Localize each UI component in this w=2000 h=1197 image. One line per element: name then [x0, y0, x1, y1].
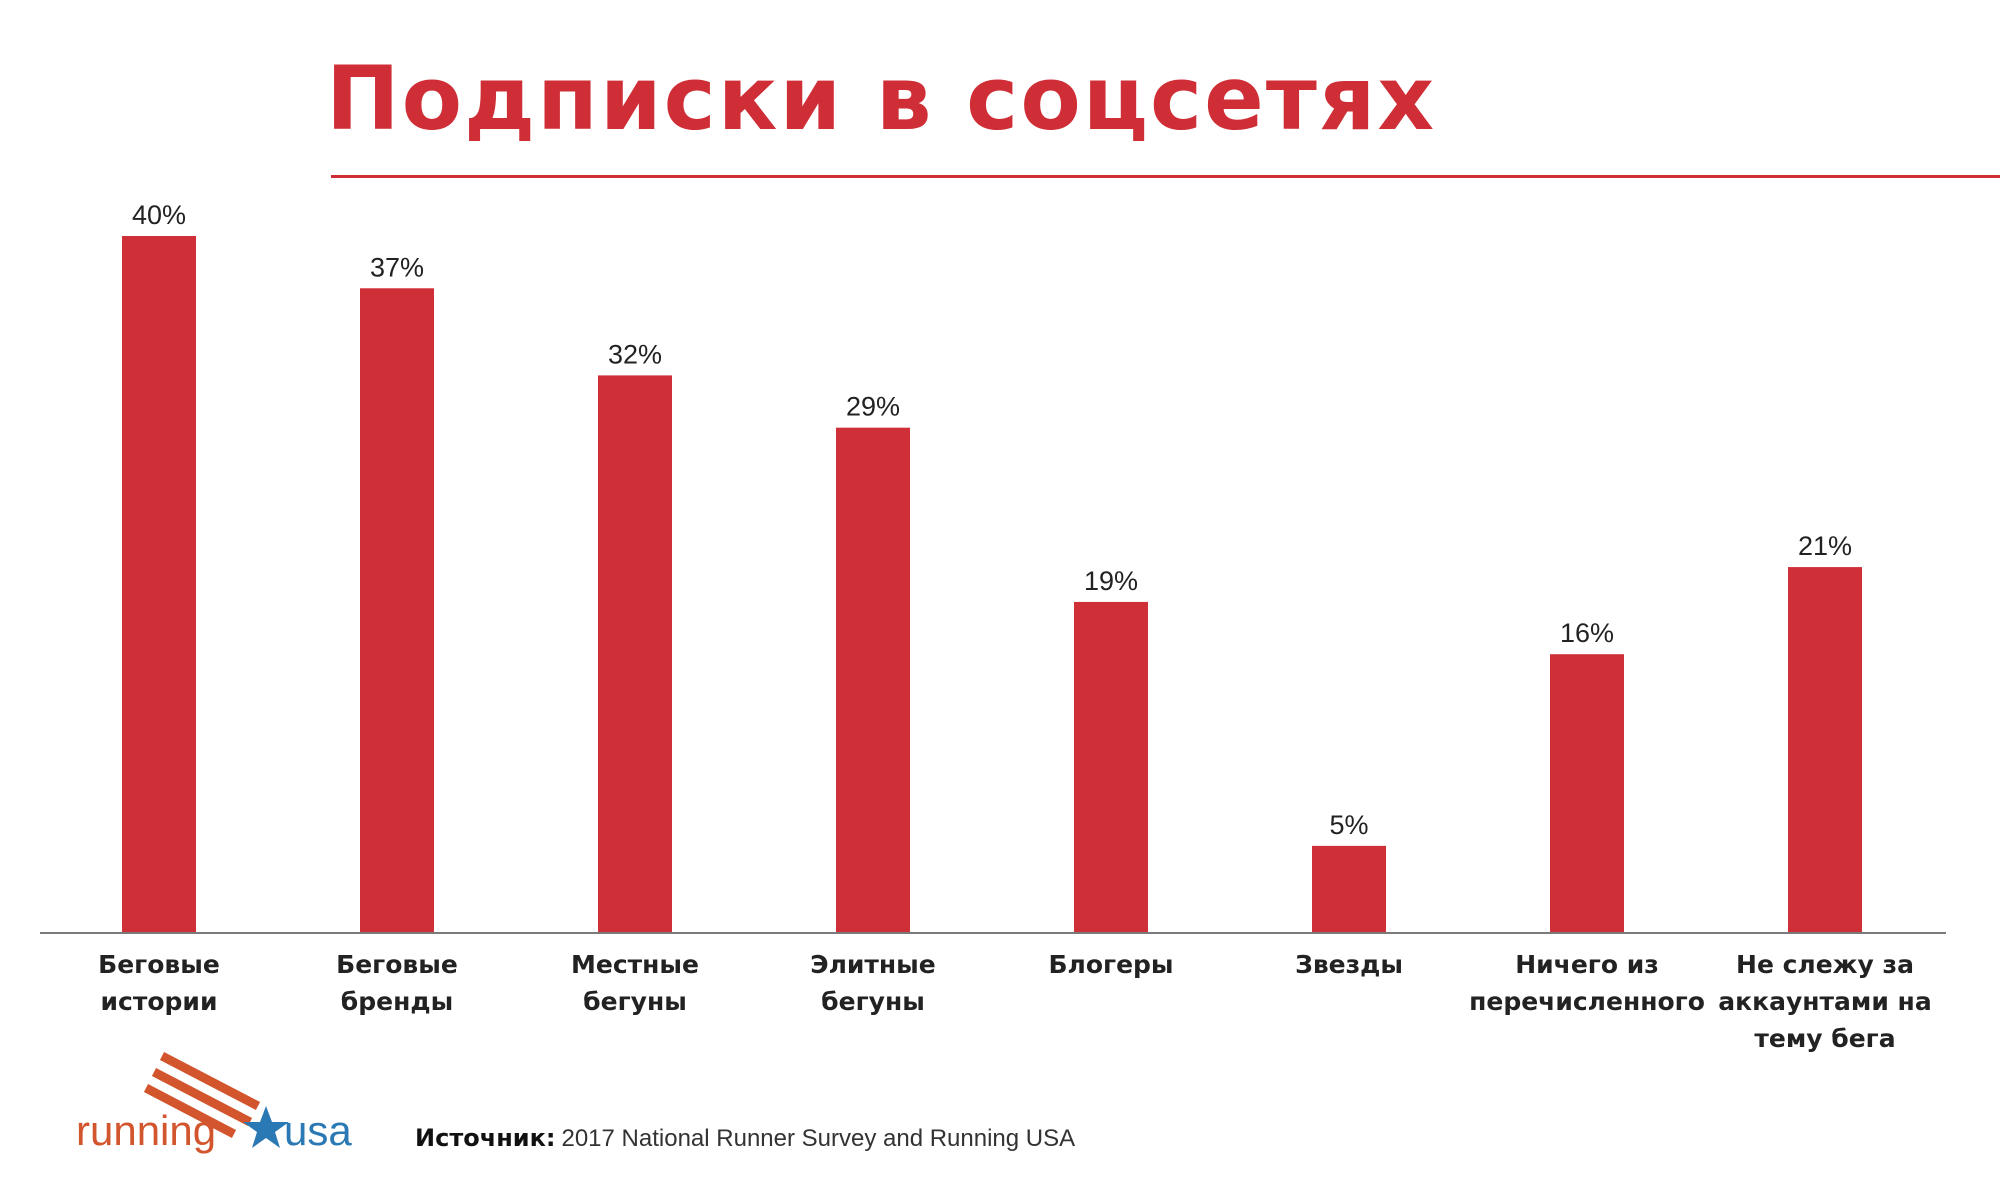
bar-7 [1550, 654, 1624, 933]
bar-6 [1312, 845, 1386, 933]
bar-5 [1074, 601, 1148, 933]
running-usa-logo-icon: running usa [76, 1052, 352, 1154]
value-label-3: 32% [608, 339, 662, 369]
value-label-2: 37% [370, 252, 424, 282]
logo-text-usa: usa [284, 1107, 352, 1154]
value-label-4: 29% [846, 392, 900, 422]
star-icon [243, 1106, 289, 1148]
chart-title: Подписки в соцсетях [326, 47, 1437, 150]
value-label-6: 5% [1329, 810, 1368, 840]
bar-1 [122, 236, 196, 933]
source-note: Источник: 2017 National Runner Survey and… [415, 1122, 1075, 1155]
category-label-8: Не слежу за аккаунтами на тему бега [1718, 950, 1932, 1053]
bar-4 [836, 427, 910, 933]
category-label-6: Звезды [1295, 950, 1403, 979]
value-label-8: 21% [1798, 531, 1852, 561]
running-usa-logo: running usa [70, 1052, 360, 1167]
source-text: 2017 National Runner Survey and Running … [561, 1125, 1076, 1152]
bar-chart: 40% 37% 32% 29% 19% 5% 16% 21% [40, 200, 1946, 934]
bar-3 [598, 375, 672, 933]
bar-2 [360, 288, 434, 933]
category-label-2: Беговые бренды [336, 950, 458, 1016]
category-label-5: Блогеры [1048, 950, 1174, 979]
value-labels-group: 40% 37% 32% 29% 19% 5% 16% 21% [132, 200, 1852, 840]
bars-group [122, 236, 1862, 933]
logo-text-running: running [76, 1107, 216, 1154]
category-label-7: Ничего из перечисленного [1469, 950, 1705, 1016]
category-label-3: Местные бегуны [571, 950, 699, 1016]
category-label-1: Беговые истории [98, 950, 220, 1016]
title-divider [331, 175, 2000, 178]
bar-8 [1788, 567, 1862, 933]
value-label-1: 40% [132, 200, 186, 230]
source-label: Источник: [415, 1124, 556, 1152]
value-label-7: 16% [1560, 618, 1614, 648]
category-label-4: Элитные бегуны [810, 950, 936, 1016]
value-label-5: 19% [1084, 566, 1138, 596]
